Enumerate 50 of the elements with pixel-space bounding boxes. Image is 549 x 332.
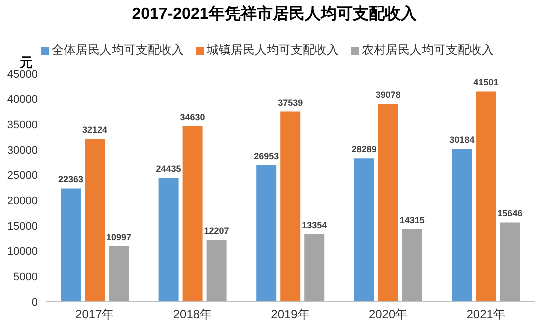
bar (402, 229, 422, 302)
y-tick-label: 5000 (14, 272, 38, 284)
x-tick-label: 2018年 (173, 308, 212, 322)
y-tick-label: 30000 (7, 144, 38, 157)
y-tick-label: 20000 (7, 196, 38, 208)
bar (452, 149, 472, 302)
x-tick-label: 2019年 (271, 308, 310, 322)
chart-title: 2017-2021年凭祥市居民人均可支配收入 (131, 4, 418, 25)
y-tick-label: 15000 (7, 220, 38, 233)
bar (158, 178, 179, 302)
data-label: 12207 (204, 226, 230, 236)
data-label: 13354 (302, 220, 328, 230)
bar (109, 246, 129, 302)
bar (500, 222, 520, 302)
data-label: 15646 (498, 208, 523, 219)
bar (182, 126, 203, 302)
y-axis-title: 元 (20, 54, 33, 70)
bar (206, 240, 227, 302)
bar (280, 112, 301, 302)
bar (378, 104, 398, 302)
x-tick-label: 2021年 (466, 308, 506, 322)
data-label: 22363 (58, 174, 84, 185)
x-tick-label: 2020年 (368, 308, 408, 322)
legend-label: 农村居民人均可支配收入 (361, 42, 494, 59)
data-label: 41501 (474, 78, 499, 88)
bar (304, 234, 325, 302)
y-tick-label: 10000 (7, 246, 38, 258)
data-label: 37539 (278, 98, 304, 108)
y-tick-label: 0 (32, 296, 38, 309)
data-label: 14315 (400, 215, 425, 226)
x-tick-label: 2017年 (76, 308, 114, 322)
bar (61, 188, 81, 302)
bar (354, 158, 374, 302)
y-tick-label: 40000 (7, 94, 38, 106)
legend-label: 城镇居民人均可支配收入 (206, 42, 339, 59)
data-label: 32124 (82, 125, 108, 136)
data-label: 30184 (450, 135, 475, 146)
y-tick-label: 35000 (7, 120, 38, 132)
bar (476, 92, 496, 302)
data-label: 24435 (156, 164, 182, 174)
bar (85, 139, 105, 302)
data-label: 28289 (352, 144, 377, 155)
legend-label: 全体居民人均可支配收入 (51, 42, 184, 59)
data-label: 10997 (106, 232, 132, 242)
data-label: 39078 (376, 90, 401, 100)
y-tick-label: 25000 (7, 170, 38, 182)
bar (256, 165, 277, 302)
data-label: 34630 (180, 112, 206, 123)
data-label: 26953 (254, 151, 280, 162)
y-tick-label: 45000 (7, 68, 38, 81)
